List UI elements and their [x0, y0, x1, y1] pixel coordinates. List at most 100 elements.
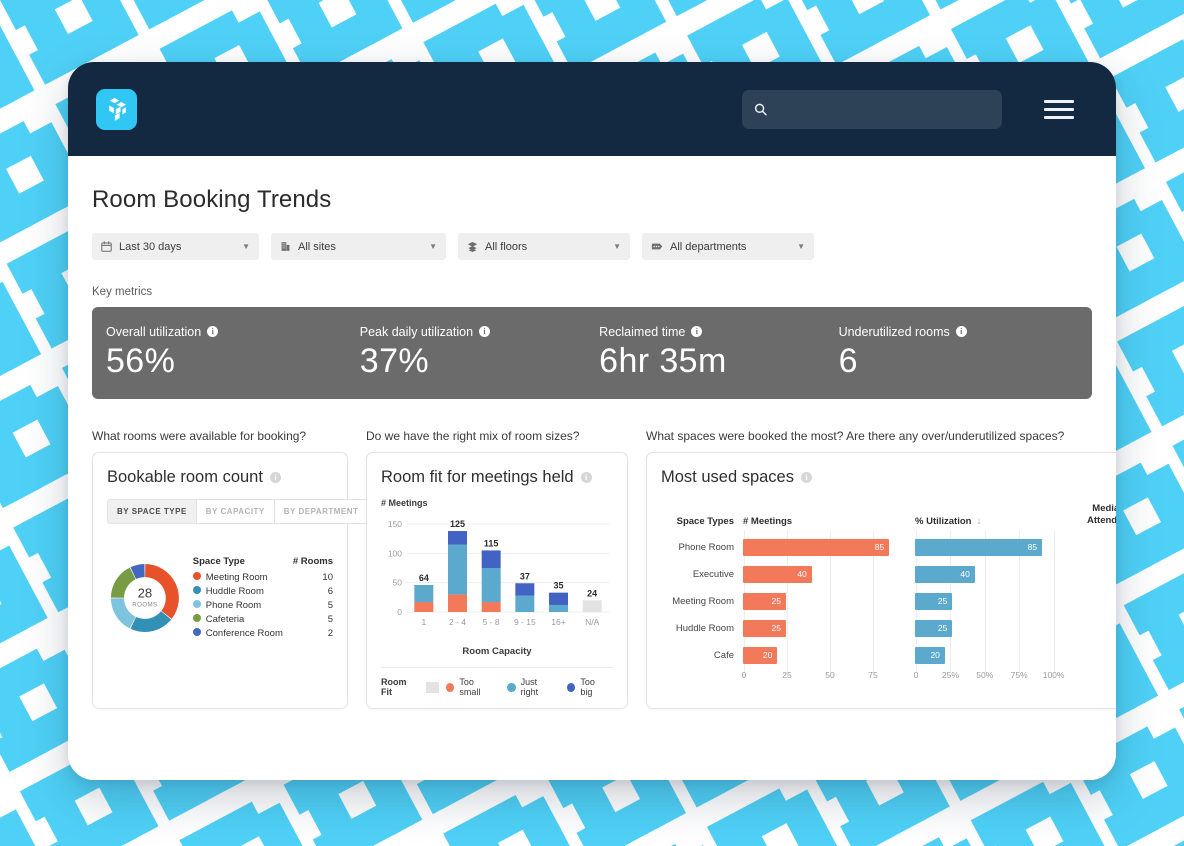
tab-by-department[interactable]: BY DEPARTMENT	[274, 500, 368, 523]
chevron-down-icon: ▼	[429, 241, 437, 251]
gridline	[787, 583, 788, 619]
legend-item-too-big[interactable]: Too big	[567, 677, 607, 697]
gridline	[1053, 583, 1055, 619]
donut-legend-row[interactable]: Cafeteria 5	[192, 612, 333, 626]
utilization-bar[interactable]: 20	[915, 646, 945, 664]
bar-total-label: 37	[520, 571, 530, 581]
bar-segment[interactable]	[481, 602, 501, 612]
gridline	[950, 637, 952, 673]
app-window: Room Booking Trends Last 30 days ▼	[68, 62, 1116, 780]
tab-by-capacity[interactable]: BY CAPACITY	[196, 500, 275, 523]
bar-segment[interactable]	[448, 594, 467, 612]
department-icon	[651, 241, 663, 252]
row-space-type: Cafe	[713, 649, 734, 661]
donut-legend-row[interactable]: Phone Room 5	[192, 599, 333, 613]
bar-segment[interactable]	[448, 531, 467, 545]
header-utilization[interactable]: % Utilization ↓	[915, 516, 1087, 527]
metric-label-text: Underutilized rooms	[838, 324, 950, 339]
info-icon[interactable]: i	[479, 326, 491, 338]
info-icon[interactable]: i	[580, 472, 592, 483]
meetings-bar[interactable]: 25	[743, 619, 786, 637]
donut-slice[interactable]	[145, 564, 179, 619]
axis-utilization: 0 25% 50% 75% 100%	[913, 669, 1087, 684]
legend-item-just-right[interactable]: Just right	[507, 677, 554, 697]
gridline	[830, 583, 831, 619]
x-axis-tick: 2 - 4	[449, 617, 466, 627]
metric-label-text: Peak daily utilization	[359, 324, 474, 339]
spaces-rows: Phone Room 85 85 4 Executive 40 40 10 Meeting Ro…	[661, 529, 1116, 673]
hamburger-menu-icon[interactable]	[1044, 99, 1074, 119]
y-axis-tick: 50	[393, 578, 403, 588]
info-icon[interactable]: i	[691, 326, 703, 338]
table-row[interactable]: Phone Room 85 85 4	[661, 529, 1116, 565]
bar-segment[interactable]	[414, 585, 434, 603]
meetings-bar-track: 25	[743, 610, 915, 646]
donut-slice[interactable]	[110, 598, 136, 629]
donut-slice[interactable]	[130, 564, 145, 580]
meetings-bar[interactable]: 85	[743, 538, 890, 556]
gridline	[787, 610, 788, 646]
bar-segment[interactable]	[515, 595, 535, 612]
donut-slice[interactable]	[130, 611, 172, 632]
axis-tick-label: 50%	[976, 669, 994, 680]
header-median-attendees: Median # Attendees	[1087, 503, 1116, 527]
filter-departments[interactable]: All departments ▼	[642, 233, 814, 260]
x-axis-tick: 16+	[551, 617, 565, 627]
legend-row-count: 2	[327, 627, 333, 639]
meetings-bar-track: 20	[743, 637, 915, 673]
utilization-bar[interactable]: 40	[915, 565, 975, 583]
axis-tick-label: 0	[913, 669, 919, 680]
sort-descending-arrow-icon[interactable]: ↓	[974, 515, 982, 527]
donut-legend-row[interactable]: Huddle Room 6	[192, 585, 333, 599]
donut-slice[interactable]	[110, 567, 136, 598]
bookable-room-count-card: Bookable room count i BY SPACE TYPE BY C…	[92, 452, 369, 709]
axis-tick-label: 25%	[941, 669, 959, 680]
building-icon	[280, 241, 291, 252]
filter-date-range[interactable]: Last 30 days ▼	[92, 233, 259, 260]
search-bar[interactable]	[742, 89, 1002, 129]
search-input[interactable]	[776, 101, 990, 117]
table-row[interactable]: Executive 40 40 10	[661, 556, 1116, 592]
bar-segment[interactable]	[549, 592, 568, 605]
meetings-bar[interactable]: 25	[743, 592, 786, 610]
legend-header-name: Space Type	[192, 556, 245, 568]
axis-tick-label: 75%	[1010, 669, 1028, 680]
column-most-used-spaces: What spaces were booked the most? Are th…	[646, 429, 1116, 709]
legend-item-too-small[interactable]: Too small	[446, 677, 494, 697]
metric-value: 56%	[106, 341, 176, 380]
bar-segment[interactable]	[549, 604, 568, 612]
axis-meetings: 0 25 50 75	[742, 670, 915, 684]
bar-segment[interactable]	[481, 568, 501, 603]
utilization-bar[interactable]: 25	[915, 592, 953, 610]
tab-by-space-type[interactable]: BY SPACE TYPE	[108, 500, 197, 523]
gridline	[830, 637, 831, 673]
utilization-bar[interactable]: 25	[915, 619, 953, 637]
info-icon[interactable]: i	[269, 472, 281, 483]
header-utilization-text: % Utilization	[915, 515, 972, 527]
cube-logo[interactable]	[96, 88, 137, 130]
table-row[interactable]: Huddle Room 25 25 12	[661, 610, 1116, 646]
x-axis-tick: 5 - 8	[483, 617, 500, 627]
legend-row-count: 10	[322, 572, 333, 584]
bar-segment[interactable]	[582, 600, 602, 612]
filter-sites[interactable]: All sites ▼	[271, 233, 446, 260]
gridline	[787, 637, 788, 673]
table-row[interactable]: Cafe 20 20 12	[661, 637, 1116, 673]
meetings-bar[interactable]: 20	[743, 646, 778, 664]
legend-row-count: 5	[327, 600, 333, 611]
info-icon[interactable]: i	[207, 326, 219, 338]
filter-sites-label: All sites	[298, 240, 336, 253]
bar-segment[interactable]	[448, 544, 467, 595]
info-icon[interactable]: i	[955, 326, 967, 338]
bar-segment[interactable]	[481, 550, 501, 568]
filter-floors[interactable]: All floors ▼	[458, 233, 630, 260]
table-row[interactable]: Meeting Room 25 25 8	[661, 583, 1116, 619]
info-icon[interactable]: i	[800, 472, 812, 483]
donut-legend-row[interactable]: Meeting Room 10	[192, 571, 333, 585]
meetings-bar[interactable]: 40	[743, 565, 812, 583]
donut-legend-row[interactable]: Conference Room 2	[192, 626, 333, 640]
bar-segment[interactable]	[515, 583, 535, 596]
bar-segment[interactable]	[414, 602, 434, 612]
gridline	[873, 610, 874, 646]
utilization-bar[interactable]: 85	[915, 538, 1043, 556]
